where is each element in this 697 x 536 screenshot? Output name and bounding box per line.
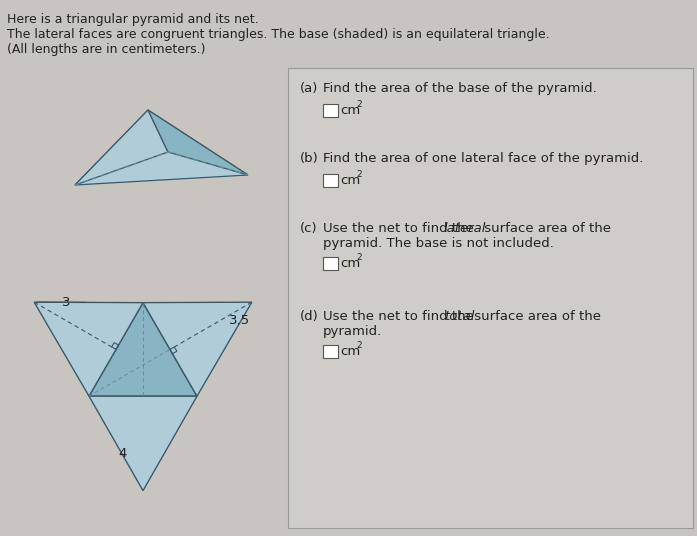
Text: (c): (c) [300, 222, 318, 235]
Text: (All lengths are in centimeters.): (All lengths are in centimeters.) [7, 43, 206, 56]
Polygon shape [89, 396, 197, 490]
Text: cm: cm [340, 104, 360, 117]
Text: 3: 3 [62, 296, 70, 309]
Text: surface area of the: surface area of the [480, 222, 611, 235]
Text: Here is a triangular pyramid and its net.: Here is a triangular pyramid and its net… [7, 13, 259, 26]
Text: surface area of the: surface area of the [470, 310, 601, 323]
Text: Use the net to find the: Use the net to find the [323, 310, 478, 323]
Text: pyramid. The base is not included.: pyramid. The base is not included. [323, 237, 554, 250]
Text: 2: 2 [356, 100, 362, 109]
Text: (d): (d) [300, 310, 319, 323]
Text: 2: 2 [356, 170, 362, 179]
Text: lateral: lateral [444, 222, 487, 235]
Bar [323, 257, 338, 270]
Polygon shape [89, 303, 197, 396]
Text: cm: cm [340, 257, 360, 270]
Text: Find the area of one lateral face of the pyramid.: Find the area of one lateral face of the… [323, 152, 643, 165]
Text: cm: cm [340, 174, 360, 187]
Text: 4: 4 [118, 447, 127, 460]
Polygon shape [34, 302, 143, 396]
Text: (b): (b) [300, 152, 319, 165]
Polygon shape [148, 110, 248, 175]
Text: 2: 2 [356, 253, 362, 262]
Polygon shape [143, 302, 252, 396]
Text: Use the net to find the: Use the net to find the [323, 222, 478, 235]
Bar [288, 68, 693, 528]
Text: 2: 2 [356, 341, 362, 350]
Text: (a): (a) [300, 82, 319, 95]
Polygon shape [75, 110, 168, 185]
Text: 3.5: 3.5 [229, 314, 250, 327]
Text: pyramid.: pyramid. [323, 325, 382, 338]
Bar [323, 345, 338, 358]
Bar [323, 104, 338, 117]
Text: Find the area of the base of the pyramid.: Find the area of the base of the pyramid… [323, 82, 597, 95]
Text: cm: cm [340, 345, 360, 358]
Text: The lateral faces are congruent triangles. The base (shaded) is an equilateral t: The lateral faces are congruent triangle… [7, 28, 550, 41]
Text: total: total [444, 310, 475, 323]
Polygon shape [75, 110, 248, 185]
Bar [323, 174, 338, 187]
